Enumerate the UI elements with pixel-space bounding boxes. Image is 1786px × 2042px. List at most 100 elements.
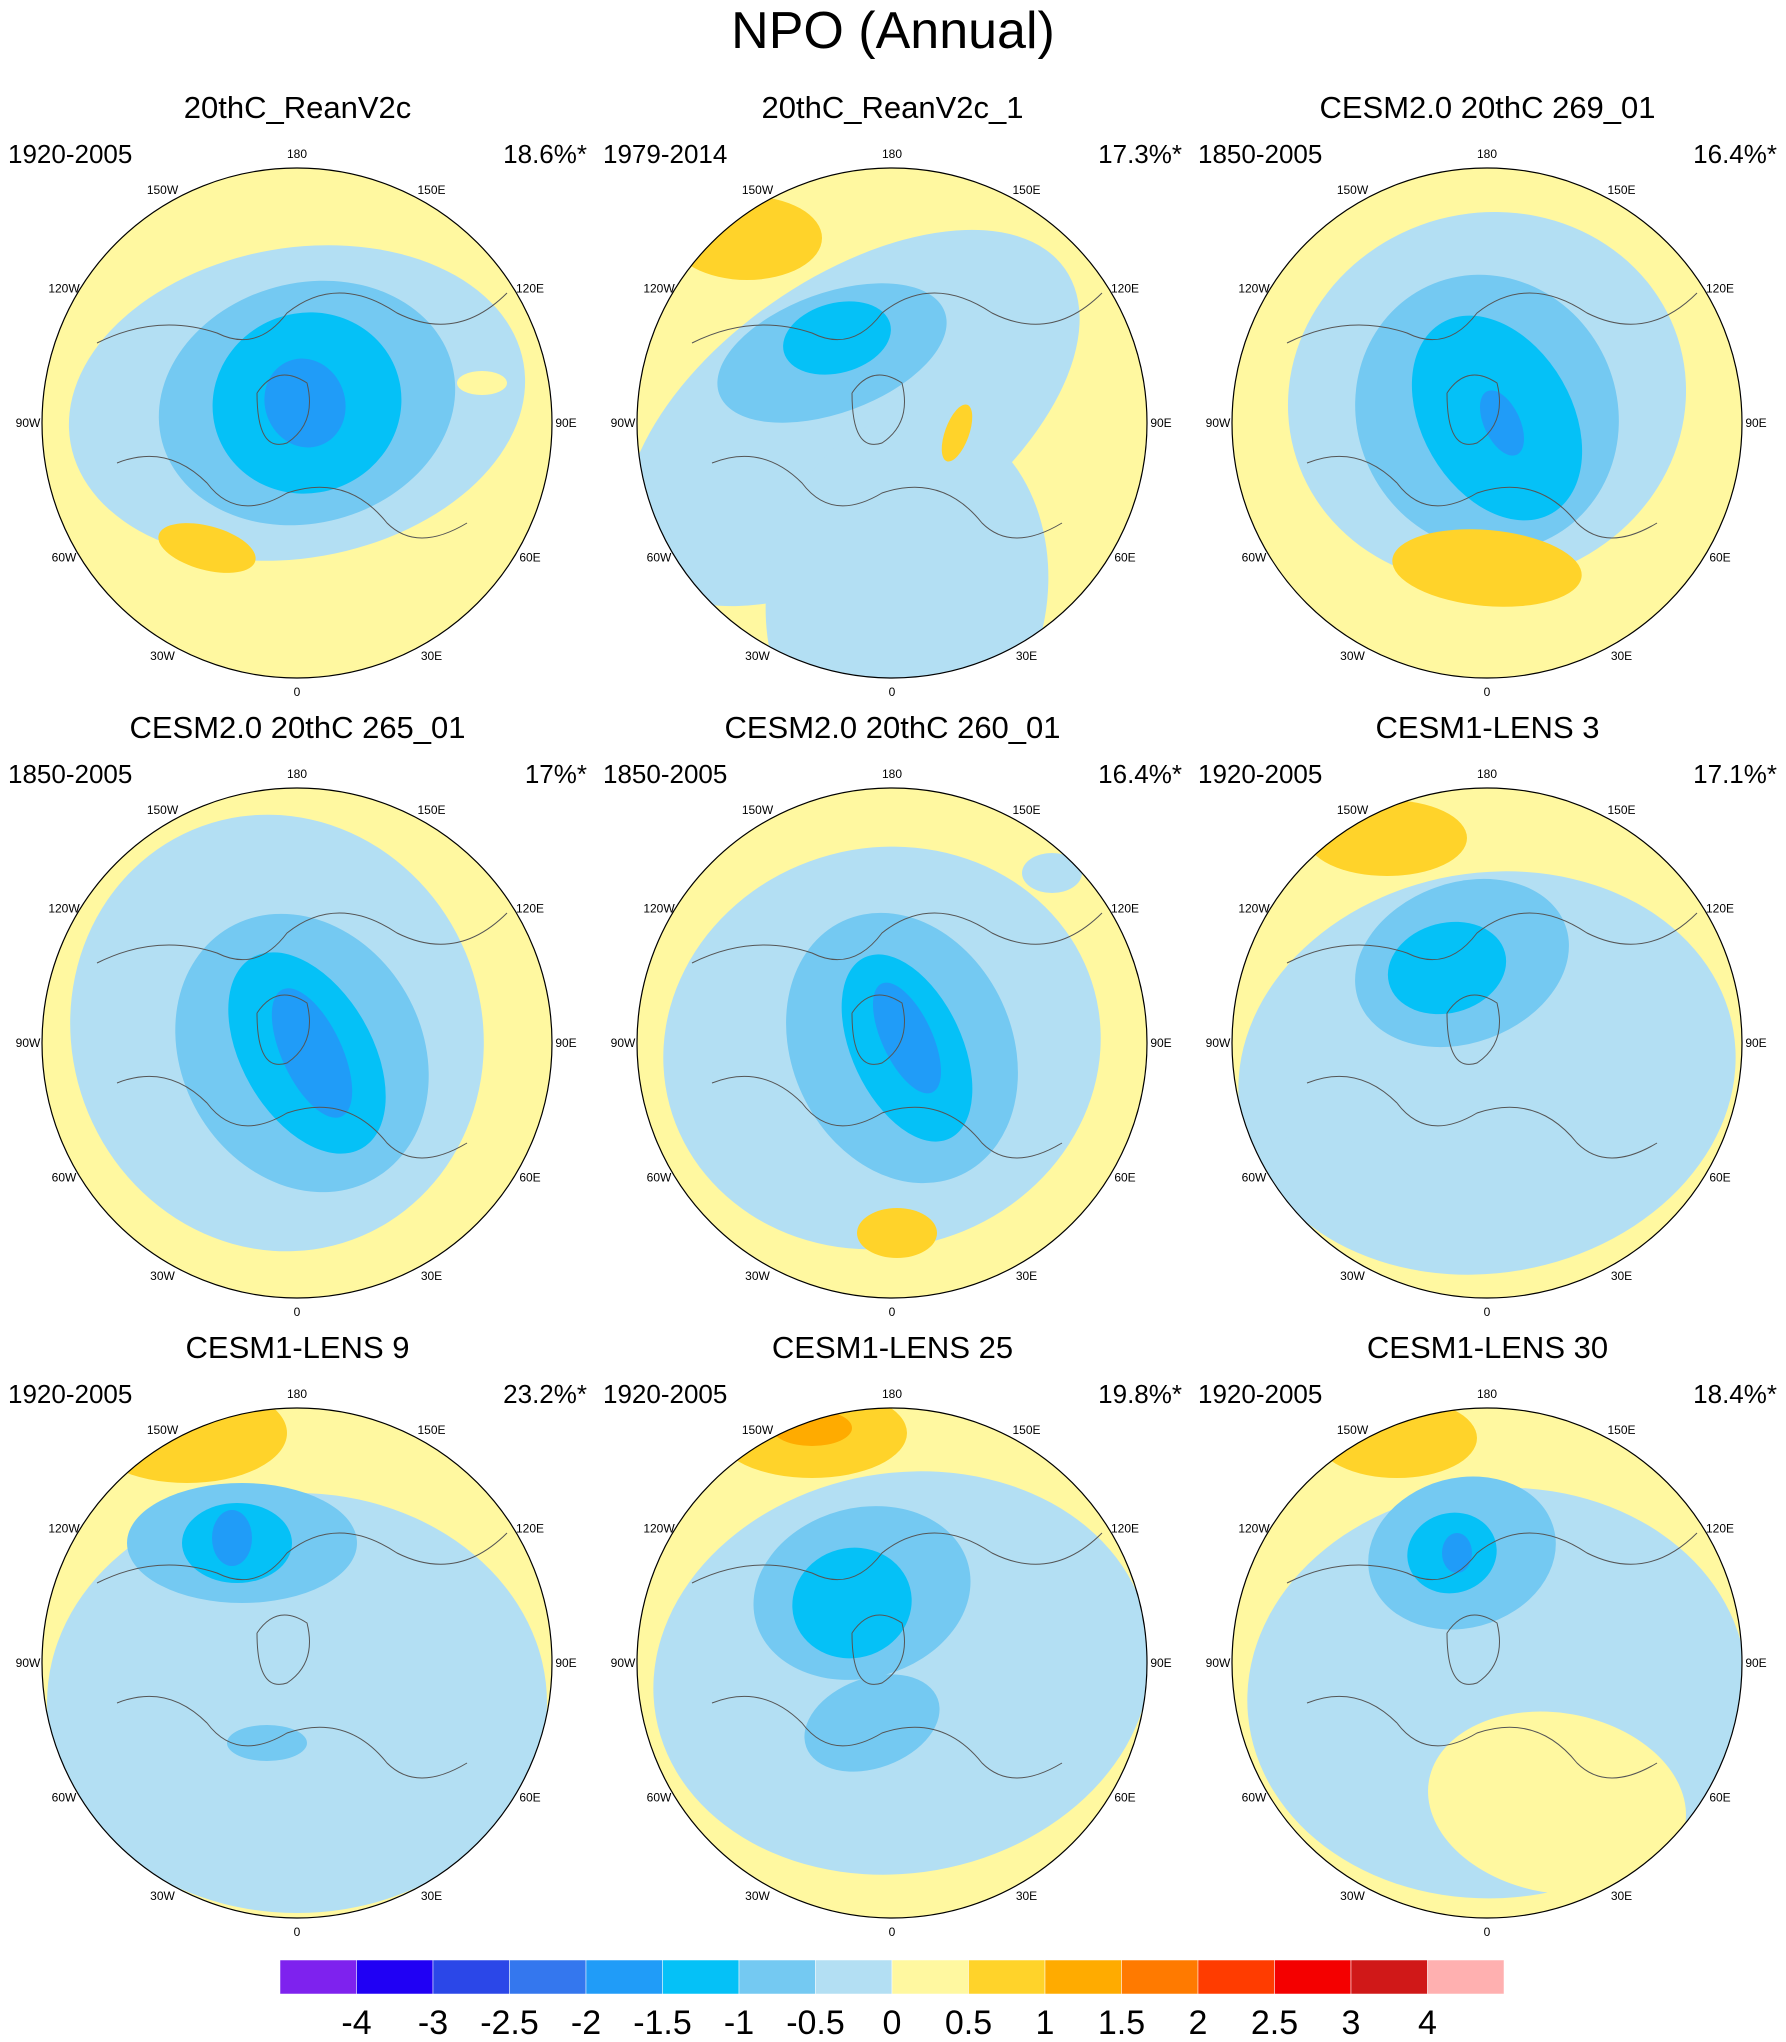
longitude-label: 180 — [1477, 767, 1497, 781]
colorbar-swatch — [891, 1960, 969, 1995]
longitude-label: 90E — [1150, 1036, 1171, 1050]
longitude-label: 60W — [647, 551, 672, 565]
longitude-label: 30E — [1611, 1889, 1632, 1903]
polar-map: 180 150E 120E 90E 60E 30E 0 30W 60W 90W 120W 150W — [16, 147, 577, 699]
longitude-label: 120W — [643, 282, 675, 296]
panel-title: CESM2.0 20thC 269_01 — [1319, 90, 1656, 125]
anomaly-contour — [1307, 800, 1467, 876]
panel-title: 20thC_ReanV2c_1 — [761, 90, 1024, 125]
map-panel: CESM1-LENS 30 1920-2005 18.4%* 180 150E 120E 9… — [1190, 1328, 1785, 1948]
colorbar-label: 4 — [1418, 2004, 1437, 2040]
map-panel: 20thC_ReanV2c_1 1979-2014 17.3%* 180 150E 120… — [595, 88, 1190, 708]
longitude-label: 150W — [147, 183, 179, 197]
polar-map: 180 150E 120E 90E 60E 30E 0 30W 60W 90W 120W 150W — [16, 767, 577, 1319]
longitude-label: 0 — [889, 1305, 896, 1319]
longitude-label: 0 — [294, 685, 301, 699]
longitude-label: 90E — [1745, 416, 1766, 430]
map-border — [1231, 787, 1743, 1299]
anomaly-contour — [158, 523, 256, 573]
anomaly-contour — [264, 358, 346, 448]
polar-map: 180 150E 120E 90E 60E 30E 0 30W 60W 90W 120W 150W — [1206, 147, 1767, 699]
panel-variance: 17%* — [524, 759, 587, 789]
longitude-label: 180 — [1477, 1387, 1497, 1401]
map-border — [636, 167, 1148, 679]
longitude-label: 150W — [1337, 183, 1369, 197]
longitude-label: 0 — [1484, 1305, 1491, 1319]
panel-period: 1979-2014 — [603, 139, 728, 169]
colorbar-swatch — [585, 1960, 663, 1995]
longitude-label: 120E — [1706, 282, 1734, 296]
panel-period: 1850-2005 — [8, 759, 133, 789]
anomaly-contour — [792, 1547, 912, 1659]
longitude-label: 150E — [1607, 183, 1635, 197]
panel-title: 20thC_ReanV2c — [183, 90, 412, 125]
longitude-label: 0 — [1484, 685, 1491, 699]
longitude-label: 180 — [882, 147, 902, 161]
longitude-label: 120W — [1238, 1522, 1270, 1536]
longitude-label: 180 — [882, 767, 902, 781]
panel-title: CESM1-LENS 25 — [771, 1330, 1014, 1365]
map-panel: 20thC_ReanV2c 1920-2005 18.6%* 180 150E 120E 9… — [0, 88, 595, 708]
panel-period: 1850-2005 — [1198, 139, 1323, 169]
colorbar-label: 1 — [1036, 2004, 1055, 2040]
anomaly-contour — [672, 196, 822, 280]
longitude-label: 60E — [1114, 551, 1135, 565]
longitude-label: 150W — [742, 183, 774, 197]
longitude-label: 0 — [889, 1925, 896, 1939]
longitude-label: 30W — [745, 649, 770, 663]
anomaly-contour — [783, 301, 891, 375]
map-panel: CESM1-LENS 3 1920-2005 17.1%* 180 150E 120E 90… — [1190, 708, 1785, 1328]
colorbar-swatch — [1274, 1960, 1352, 1995]
longitude-label: 90E — [1150, 1656, 1171, 1670]
colorbar-swatch — [356, 1960, 434, 1995]
longitude-label: 30W — [150, 1269, 175, 1283]
longitude-label: 60E — [1114, 1791, 1135, 1805]
longitude-label: 90W — [16, 416, 41, 430]
longitude-label: 120W — [48, 282, 80, 296]
panel-title: CESM1-LENS 3 — [1375, 710, 1600, 745]
coastline — [691, 1532, 1103, 1779]
longitude-label: 60E — [1709, 1791, 1730, 1805]
polar-map: 180 150E 120E 90E 60E 30E 0 30W 60W 90W 120W 150W — [1206, 1387, 1767, 1939]
longitude-label: 60W — [1242, 1791, 1267, 1805]
coastline — [1286, 912, 1698, 1159]
colorbar-label: 2 — [1189, 2004, 1208, 2040]
panel-title: CESM1-LENS 9 — [185, 1330, 410, 1365]
longitude-label: 120W — [1238, 902, 1270, 916]
map-panel: CESM1-LENS 25 1920-2005 19.8%* 180 150E 120E 9… — [595, 1328, 1190, 1948]
longitude-label: 120W — [48, 1522, 80, 1536]
longitude-label: 150W — [742, 803, 774, 817]
anomaly-contour — [47, 1493, 547, 1913]
colorbar-label: 2.5 — [1251, 2004, 1298, 2040]
polar-map: 180 150E 120E 90E 60E 30E 0 30W 60W 90W 120W 150W — [611, 1387, 1172, 1939]
colorbar-label: -2 — [571, 2004, 601, 2040]
coastline — [691, 912, 1103, 1159]
map-border — [1231, 1407, 1743, 1919]
longitude-label: 0 — [294, 1925, 301, 1939]
anomaly-contour — [1479, 390, 1525, 456]
coastline — [1286, 1532, 1698, 1779]
map-border — [41, 1407, 553, 1919]
longitude-label: 120E — [516, 902, 544, 916]
longitude-label: 150E — [1607, 803, 1635, 817]
longitude-label: 150W — [147, 803, 179, 817]
longitude-label: 60W — [52, 1791, 77, 1805]
longitude-label: 120E — [1111, 1522, 1139, 1536]
longitude-label: 30W — [745, 1269, 770, 1283]
map-panel: CESM1-LENS 9 1920-2005 23.2%* 180 150E 120E 90… — [0, 1328, 595, 1948]
colorbar-label: 0 — [883, 2004, 902, 2040]
longitude-label: 0 — [889, 685, 896, 699]
longitude-label: 30E — [1016, 1269, 1037, 1283]
longitude-label: 60W — [52, 1171, 77, 1185]
longitude-label: 120E — [1706, 902, 1734, 916]
longitude-label: 90W — [16, 1656, 41, 1670]
longitude-label: 120E — [1706, 1522, 1734, 1536]
longitude-label: 90E — [1745, 1656, 1766, 1670]
longitude-label: 150E — [417, 803, 445, 817]
longitude-label: 180 — [1477, 147, 1497, 161]
longitude-label: 90E — [1745, 1036, 1766, 1050]
longitude-label: 90W — [611, 416, 636, 430]
colorbar-label: -0.5 — [786, 2004, 845, 2040]
map-border — [636, 1407, 1148, 1919]
map-panel: CESM2.0 20thC 265_01 1850-2005 17%* 180 150E… — [0, 708, 595, 1328]
